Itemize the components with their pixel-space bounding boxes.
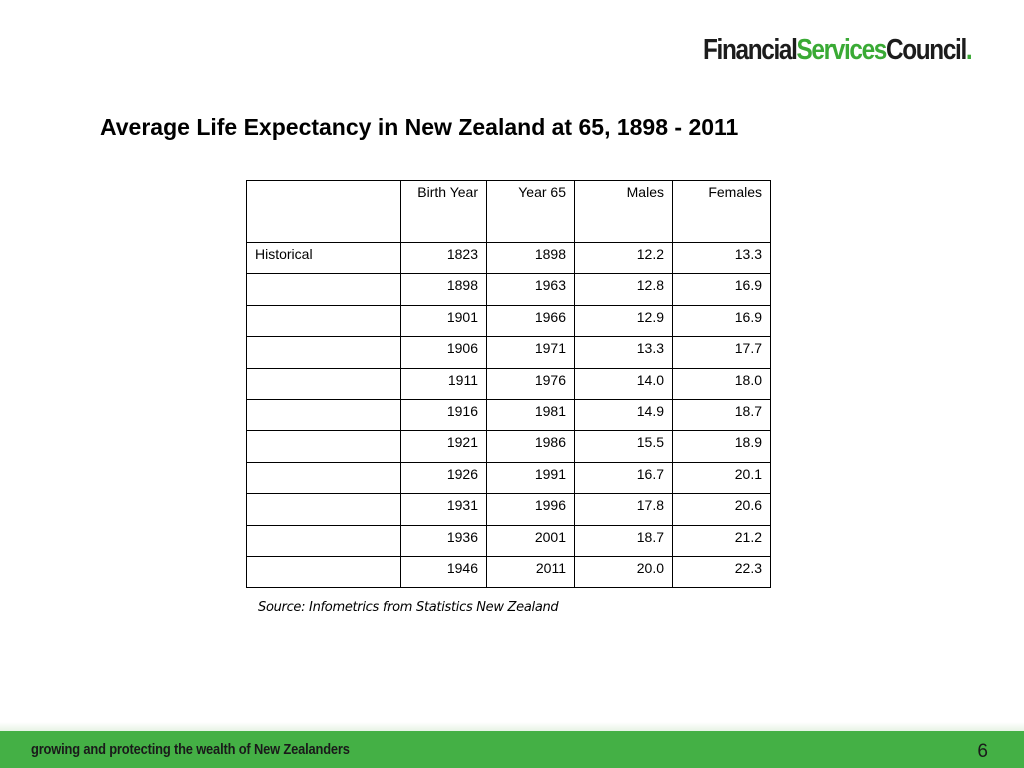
logo-word-services: Services xyxy=(796,34,888,66)
cell-year-65: 1981 xyxy=(486,398,575,432)
cell-label: Historical xyxy=(246,241,401,275)
cell-label xyxy=(246,461,401,495)
page-number: 6 xyxy=(977,741,988,762)
page-title: Average Life Expectancy in New Zealand a… xyxy=(100,114,739,140)
logo-dot: . xyxy=(965,34,973,66)
logo-word-council: Council xyxy=(885,34,967,66)
table-row: 1916 1981 14.9 18.7 xyxy=(246,398,771,432)
cell-label xyxy=(246,555,401,589)
cell-females: 22.3 xyxy=(672,555,771,589)
cell-year-65: 1963 xyxy=(486,273,575,306)
cell-females: 18.0 xyxy=(672,367,771,400)
cell-year-65: 1991 xyxy=(486,461,575,495)
header-birth-year: Birth Year xyxy=(400,180,487,243)
cell-females: 16.9 xyxy=(672,273,771,306)
cell-males: 20.0 xyxy=(574,555,673,589)
cell-females: 13.3 xyxy=(672,241,771,275)
table-header-row: Birth Year Year 65 Males Females xyxy=(246,180,771,243)
cell-year-65: 1976 xyxy=(486,367,575,400)
cell-birth-year: 1823 xyxy=(400,241,487,275)
cell-label xyxy=(246,430,401,463)
cell-birth-year: 1898 xyxy=(400,273,487,306)
header-label xyxy=(246,180,401,243)
cell-birth-year: 1926 xyxy=(400,461,487,495)
financial-services-council-logo: FinancialServicesCouncil. xyxy=(703,30,973,70)
cell-year-65: 1996 xyxy=(486,493,575,526)
cell-males: 12.8 xyxy=(574,273,673,306)
logo-word-financial: Financial xyxy=(703,34,798,66)
cell-birth-year: 1936 xyxy=(400,524,487,557)
cell-label xyxy=(246,304,401,338)
cell-males: 16.7 xyxy=(574,461,673,495)
cell-males: 15.5 xyxy=(574,430,673,463)
table-row: 1946 2011 20.0 22.3 xyxy=(246,555,771,589)
header-year-65: Year 65 xyxy=(486,180,575,243)
cell-year-65: 1966 xyxy=(486,304,575,338)
cell-females: 18.7 xyxy=(672,398,771,432)
source-note: Source: Infometrics from Statistics New … xyxy=(258,600,559,615)
cell-males: 13.3 xyxy=(574,336,673,369)
cell-year-65: 2001 xyxy=(486,524,575,557)
footer-tagline: growing and protecting the wealth of New… xyxy=(31,741,350,758)
cell-year-65: 1971 xyxy=(486,336,575,369)
cell-year-65: 2011 xyxy=(486,555,575,589)
cell-birth-year: 1906 xyxy=(400,336,487,369)
table-row: 1936 2001 18.7 21.2 xyxy=(246,524,771,557)
cell-females: 20.1 xyxy=(672,461,771,495)
cell-birth-year: 1946 xyxy=(400,555,487,589)
cell-label xyxy=(246,273,401,306)
cell-label xyxy=(246,336,401,369)
cell-females: 17.7 xyxy=(672,336,771,369)
cell-label xyxy=(246,524,401,557)
cell-females: 18.9 xyxy=(672,430,771,463)
footer-bar xyxy=(0,731,1024,768)
cell-males: 17.8 xyxy=(574,493,673,526)
cell-label xyxy=(246,398,401,432)
header-females: Females xyxy=(672,180,771,243)
cell-birth-year: 1916 xyxy=(400,398,487,432)
life-expectancy-table: Birth Year Year 65 Males Females Histori… xyxy=(246,180,771,589)
cell-label xyxy=(246,367,401,400)
cell-males: 18.7 xyxy=(574,524,673,557)
cell-birth-year: 1901 xyxy=(400,304,487,338)
table-row: 1901 1966 12.9 16.9 xyxy=(246,304,771,338)
table-row: 1921 1986 15.5 18.9 xyxy=(246,430,771,463)
header-males: Males xyxy=(574,180,673,243)
cell-females: 20.6 xyxy=(672,493,771,526)
cell-males: 14.0 xyxy=(574,367,673,400)
table-row: 1931 1996 17.8 20.6 xyxy=(246,493,771,526)
cell-birth-year: 1921 xyxy=(400,430,487,463)
cell-males: 12.9 xyxy=(574,304,673,338)
cell-label xyxy=(246,493,401,526)
cell-year-65: 1898 xyxy=(486,241,575,275)
table-row: 1906 1971 13.3 17.7 xyxy=(246,336,771,369)
cell-males: 12.2 xyxy=(574,241,673,275)
table-row: 1898 1963 12.8 16.9 xyxy=(246,273,771,306)
cell-females: 16.9 xyxy=(672,304,771,338)
table-row: 1911 1976 14.0 18.0 xyxy=(246,367,771,400)
table-body: Historical 1823 1898 12.2 13.3 1898 1963 12.8 16… xyxy=(246,241,771,589)
cell-birth-year: 1911 xyxy=(400,367,487,400)
cell-birth-year: 1931 xyxy=(400,493,487,526)
table-row: Historical 1823 1898 12.2 13.3 xyxy=(246,241,771,275)
table-row: 1926 1991 16.7 20.1 xyxy=(246,461,771,495)
cell-females: 21.2 xyxy=(672,524,771,557)
footer-shadow xyxy=(0,722,1024,731)
cell-males: 14.9 xyxy=(574,398,673,432)
cell-year-65: 1986 xyxy=(486,430,575,463)
